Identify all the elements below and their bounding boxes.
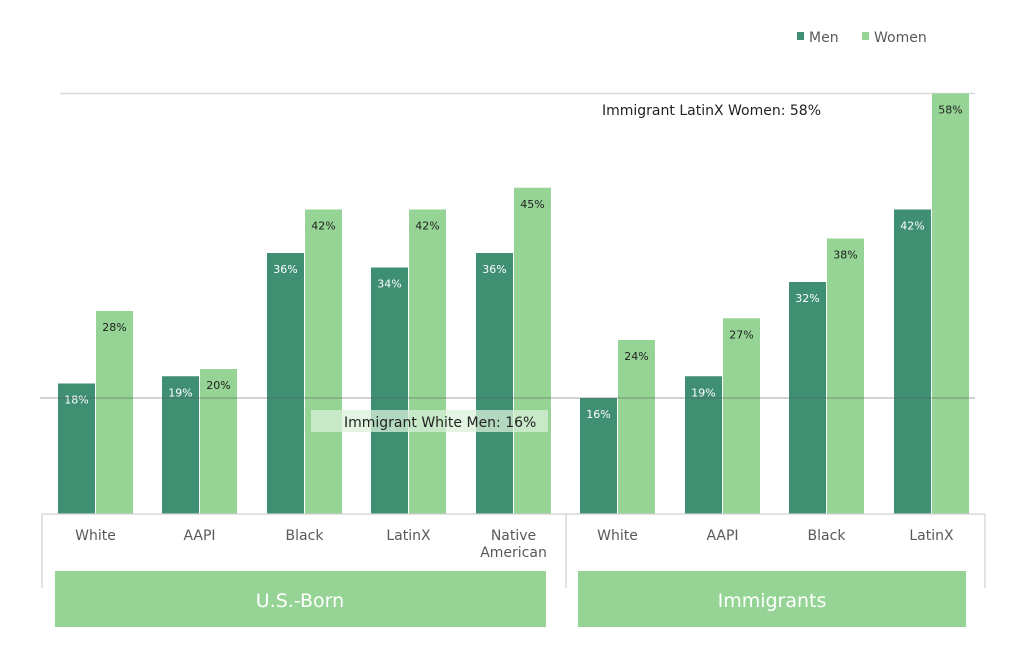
data-label-men-2: 36% — [273, 263, 297, 276]
category-label-8: LatinX — [909, 528, 954, 544]
category-label-6: AAPI — [706, 528, 738, 544]
bar-women-2 — [305, 209, 342, 514]
data-label-women-4: 45% — [520, 198, 544, 211]
data-label-men-1: 19% — [168, 386, 192, 399]
bar-women-8 — [932, 93, 969, 514]
bar-men-4 — [476, 253, 513, 514]
legend: Men Women — [797, 30, 927, 46]
group-label-us-born: U.S.-Born — [256, 590, 344, 612]
data-label-men-5: 16% — [586, 408, 610, 421]
reference-label-16: Immigrant White Men: 16% — [344, 415, 536, 431]
bar-women-4 — [514, 187, 551, 514]
data-label-women-3: 42% — [415, 220, 439, 233]
category-label-4: Native American — [480, 528, 547, 561]
category-label-2: Black — [286, 528, 325, 544]
category-label-3: LatinX — [386, 528, 431, 544]
axis-frame — [41, 513, 986, 588]
data-label-women-1: 20% — [206, 379, 230, 392]
data-label-men-3: 34% — [377, 278, 401, 291]
legend-label-women: Women — [874, 30, 927, 46]
bar-women-3 — [409, 209, 446, 514]
bar-women-0 — [96, 311, 133, 514]
bar-men-0 — [58, 383, 95, 514]
bar-women-5 — [618, 340, 655, 514]
legend-swatch-men — [797, 32, 804, 40]
bar-men-2 — [267, 253, 304, 514]
data-label-women-2: 42% — [311, 220, 335, 233]
bar-men-7 — [789, 282, 826, 514]
data-label-women-5: 24% — [624, 350, 648, 363]
data-label-women-7: 38% — [833, 249, 857, 262]
category-label-0: White — [75, 528, 116, 544]
legend-label-men: Men — [809, 30, 839, 46]
category-label-1: AAPI — [183, 528, 215, 544]
bar-men-5 — [580, 398, 617, 514]
data-label-women-8: 58% — [938, 104, 962, 117]
reference-label-58: Immigrant LatinX Women: 58% — [602, 103, 821, 119]
data-label-women-0: 28% — [102, 321, 126, 334]
reference-label-16-background — [311, 410, 548, 432]
data-label-men-8: 42% — [900, 220, 924, 233]
data-label-men-7: 32% — [795, 292, 819, 305]
bar-men-8 — [894, 209, 931, 514]
group-label-immigrants: Immigrants — [718, 590, 827, 612]
category-label-5: White — [597, 528, 638, 544]
group-banner-immigrants — [578, 571, 966, 627]
bar-men-6 — [685, 376, 722, 514]
data-label-men-6: 19% — [691, 386, 715, 399]
bar-men-1 — [162, 376, 199, 514]
data-label-women-6: 27% — [729, 328, 753, 341]
bar-women-6 — [723, 318, 760, 514]
data-label-men-0: 18% — [64, 394, 88, 407]
legend-swatch-women — [862, 32, 869, 40]
bar-women-7 — [827, 238, 864, 514]
bar-men-3 — [371, 267, 408, 514]
category-label-7: Black — [808, 528, 847, 544]
data-label-men-4: 36% — [482, 263, 506, 276]
group-banner-us-born — [55, 571, 546, 627]
bar-women-1 — [200, 369, 237, 514]
